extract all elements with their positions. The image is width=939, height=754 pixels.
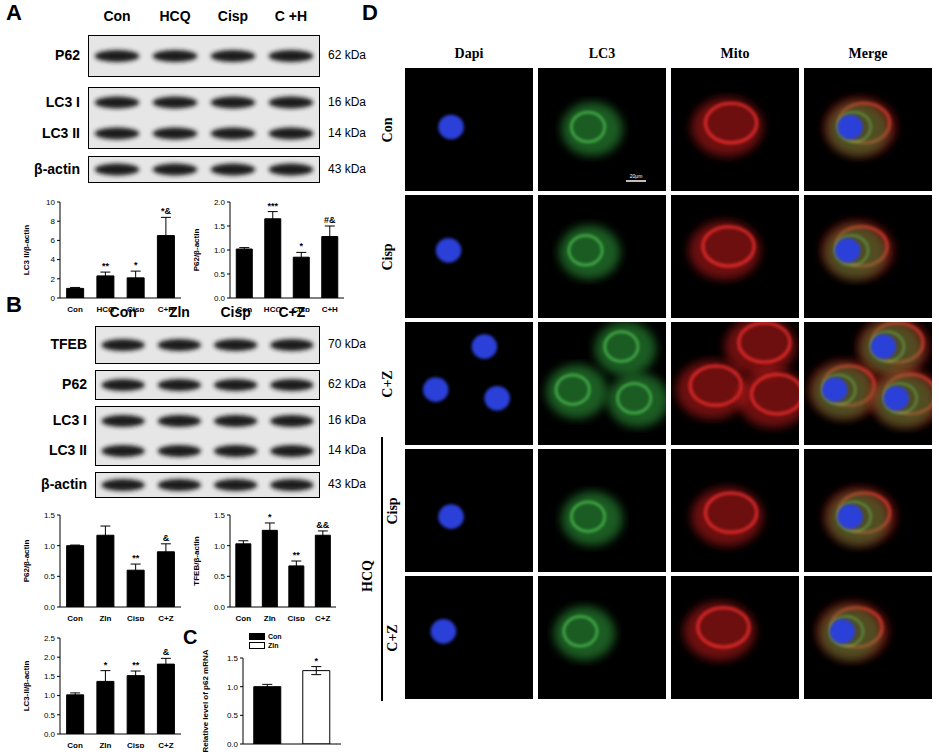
svg-text:Con: Con bbox=[235, 614, 251, 621]
svg-text:0.5: 0.5 bbox=[44, 711, 56, 720]
svg-text:*: * bbox=[268, 512, 272, 522]
svg-text:***: *** bbox=[268, 201, 279, 211]
svg-text:Zln: Zln bbox=[99, 614, 111, 621]
svg-text:**: ** bbox=[102, 261, 110, 271]
svg-text:&: & bbox=[163, 647, 170, 657]
svg-text:0.5: 0.5 bbox=[214, 572, 226, 581]
svg-text:1.0: 1.0 bbox=[44, 542, 56, 551]
svg-text:**: ** bbox=[293, 550, 301, 560]
svg-text:2.0: 2.0 bbox=[214, 198, 226, 207]
svg-text:0.0: 0.0 bbox=[227, 740, 239, 748]
svg-text:1.5: 1.5 bbox=[214, 511, 226, 520]
svg-text:C+H: C+H bbox=[158, 305, 174, 312]
svg-text:0.5: 0.5 bbox=[227, 711, 239, 720]
svg-text:0.0: 0.0 bbox=[214, 603, 226, 612]
svg-text:1.5: 1.5 bbox=[44, 511, 56, 520]
svg-text:Con: Con bbox=[236, 305, 252, 312]
svg-text:4: 4 bbox=[51, 255, 56, 264]
svg-text:20μm: 20μm bbox=[630, 173, 643, 179]
svg-text:*: * bbox=[300, 241, 304, 251]
svg-text:Cisp: Cisp bbox=[127, 741, 144, 748]
svg-text:1.5: 1.5 bbox=[227, 654, 239, 663]
svg-text:1.0: 1.0 bbox=[214, 542, 226, 551]
svg-text:C+H: C+H bbox=[322, 305, 338, 312]
svg-text:2.0: 2.0 bbox=[44, 653, 56, 662]
svg-text:8: 8 bbox=[51, 217, 56, 226]
svg-text:0.5: 0.5 bbox=[214, 270, 226, 279]
svg-text:**: ** bbox=[132, 660, 140, 670]
svg-text:C+Z: C+Z bbox=[158, 741, 173, 748]
svg-text:0.0: 0.0 bbox=[44, 730, 56, 739]
svg-text:1.0: 1.0 bbox=[227, 683, 239, 692]
svg-text:1.0: 1.0 bbox=[44, 691, 56, 700]
svg-text:Cisp: Cisp bbox=[293, 305, 310, 312]
svg-text:&: & bbox=[163, 533, 170, 543]
svg-text:*: * bbox=[134, 260, 138, 270]
svg-text:2.5: 2.5 bbox=[44, 634, 56, 643]
svg-text:1.5: 1.5 bbox=[214, 222, 226, 231]
svg-text:&&: && bbox=[316, 520, 329, 530]
svg-text:Zln: Zln bbox=[99, 741, 111, 748]
svg-text:0.5: 0.5 bbox=[44, 572, 56, 581]
svg-text:0.0: 0.0 bbox=[44, 603, 56, 612]
svg-text:Con: Con bbox=[67, 741, 83, 748]
svg-text:Con: Con bbox=[67, 614, 83, 621]
svg-text:Cisp: Cisp bbox=[127, 305, 144, 312]
svg-text:1.0: 1.0 bbox=[214, 246, 226, 255]
svg-text:C+Z: C+Z bbox=[315, 614, 330, 621]
svg-text:Con: Con bbox=[67, 305, 83, 312]
svg-text:HCQ: HCQ bbox=[96, 305, 114, 312]
svg-text:**: ** bbox=[132, 553, 140, 563]
svg-text:*: * bbox=[104, 660, 108, 670]
svg-text:0: 0 bbox=[51, 294, 56, 303]
svg-text:*&: *& bbox=[161, 206, 172, 216]
svg-text:2: 2 bbox=[51, 275, 56, 284]
svg-text:6: 6 bbox=[51, 236, 56, 245]
svg-text:10: 10 bbox=[46, 198, 55, 207]
svg-text:Zln: Zln bbox=[264, 614, 276, 621]
svg-text:Cisp: Cisp bbox=[288, 614, 305, 621]
svg-text:C+Z: C+Z bbox=[158, 614, 173, 621]
svg-text:1.5: 1.5 bbox=[44, 672, 56, 681]
svg-text:*: * bbox=[315, 656, 319, 666]
svg-text:#&: #& bbox=[324, 215, 336, 225]
svg-text:Cisp: Cisp bbox=[127, 614, 144, 621]
svg-text:HCQ: HCQ bbox=[264, 305, 282, 312]
svg-text:0.0: 0.0 bbox=[214, 294, 226, 303]
